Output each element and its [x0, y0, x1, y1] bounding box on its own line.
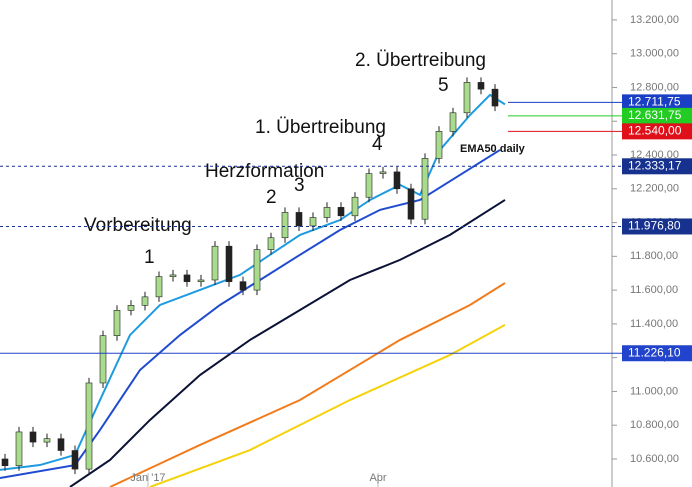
- level-label: 12.631,75: [628, 108, 682, 122]
- ema-label: EMA50 daily: [460, 143, 526, 155]
- candle-body: [71, 450, 79, 470]
- level-box: [622, 158, 692, 175]
- candle-body: [351, 196, 359, 217]
- level-box: [622, 94, 692, 111]
- candle-body: [197, 279, 205, 282]
- y-tick-label: 11.000,00: [630, 385, 678, 397]
- candle-body: [57, 438, 65, 451]
- y-tick-label: 12.800,00: [630, 81, 679, 93]
- x-tick-label: Apr: [369, 472, 386, 484]
- candle-body: [421, 158, 429, 220]
- candle-body: [463, 82, 471, 114]
- level-label: 11.976,80: [628, 219, 681, 233]
- candle-body: [239, 281, 247, 291]
- y-tick-label: 13.200,00: [630, 14, 679, 26]
- candle-body: [281, 212, 289, 239]
- candle-body: [267, 237, 275, 250]
- level-label: 12.711,75: [628, 95, 681, 109]
- annotation: 2. Übertreibung: [355, 50, 486, 71]
- y-tick-label: 10.600,00: [630, 453, 679, 465]
- candle-body: [99, 335, 107, 384]
- candle-body: [407, 188, 415, 220]
- y-tick-label: 11.400,00: [630, 318, 678, 330]
- plot-area: [0, 77, 506, 487]
- candle-body: [449, 112, 457, 132]
- candle-body: [491, 88, 499, 107]
- ema-line: [0, 93, 506, 471]
- candle-body: [393, 171, 401, 190]
- y-tick-label: 12.400,00: [630, 149, 679, 161]
- candle-body: [15, 431, 23, 467]
- candle-body: [309, 217, 317, 227]
- candle-body: [1, 458, 9, 467]
- annotation: Vorbereitung: [84, 215, 192, 236]
- level-box: [622, 345, 692, 362]
- candle-body: [365, 173, 373, 198]
- annotation: 1. Übertreibung: [255, 117, 386, 138]
- candle-body: [435, 131, 443, 159]
- level-box: [622, 123, 692, 140]
- annotation: 2: [266, 187, 277, 208]
- y-tick-label: 10.800,00: [630, 419, 679, 431]
- level-label: 12.540,00: [628, 124, 682, 138]
- candle-body: [477, 82, 485, 90]
- candle-body: [141, 296, 149, 306]
- candle-body: [29, 431, 37, 443]
- candle-body: [43, 438, 51, 443]
- level-label: 11.226,10: [628, 345, 681, 359]
- candle-body: [85, 382, 93, 470]
- y-tick-label: 11.600,00: [630, 284, 678, 296]
- candle-body: [295, 212, 303, 227]
- y-tick-label: 12.200,00: [630, 183, 679, 195]
- candle-body: [127, 305, 135, 311]
- candle-body: [253, 249, 261, 291]
- level-label: 12.333,17: [628, 158, 682, 172]
- candle-body: [323, 207, 331, 218]
- annotation: 3: [294, 175, 305, 196]
- candle-body: [155, 276, 163, 298]
- x-tick-label: Jan '17: [130, 472, 165, 484]
- level-box: [622, 107, 692, 124]
- ema-line: [109, 282, 506, 487]
- ema-line: [69, 199, 506, 487]
- annotation: Herzformation: [205, 161, 324, 182]
- annotation: 1: [144, 247, 155, 268]
- y-tick-label: 11.800,00: [630, 250, 678, 262]
- ema-line: [149, 324, 506, 487]
- candle-body: [379, 171, 387, 174]
- annotation: 5: [438, 75, 449, 96]
- annotation: 4: [372, 134, 383, 155]
- candle-body: [183, 274, 191, 282]
- candle-body: [211, 245, 219, 281]
- candle-body: [337, 207, 345, 217]
- candle-body: [169, 274, 177, 277]
- candle-body: [225, 245, 233, 282]
- level-box: [622, 218, 692, 235]
- candle-body: [113, 310, 121, 336]
- y-tick-label: 13.000,00: [630, 48, 679, 60]
